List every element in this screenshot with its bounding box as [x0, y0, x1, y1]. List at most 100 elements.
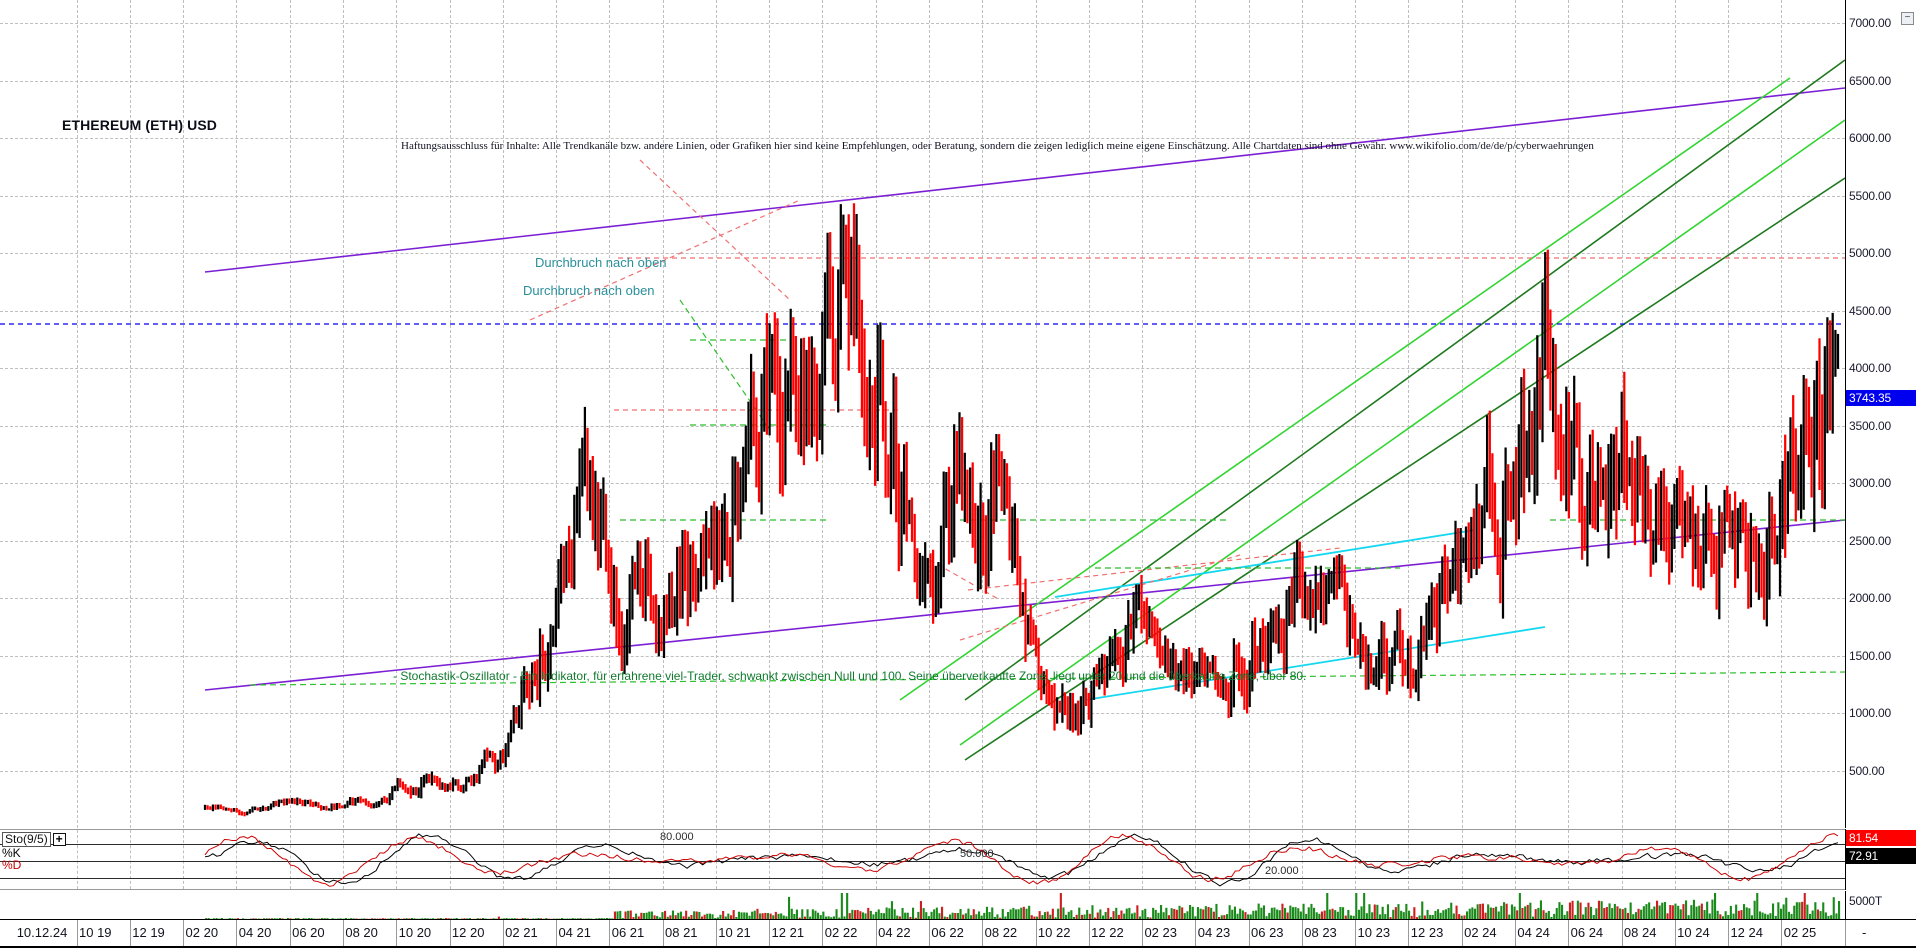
volume-bar: [1495, 906, 1498, 919]
gridline-horizontal: [0, 310, 1845, 312]
volume-bar: [1141, 910, 1144, 919]
volume-bar: [1555, 908, 1558, 919]
gridline-vertical: [609, 0, 611, 828]
volume-bar: [1434, 911, 1437, 919]
date-axis-tick: [1781, 920, 1783, 946]
volume-bar: [1402, 912, 1405, 919]
date-axis-label: 10 22: [1037, 925, 1071, 940]
gridline-vertical: [1248, 830, 1250, 889]
volume-bar: [1175, 909, 1178, 919]
volume-bar: [271, 918, 274, 919]
volume-bar: [1553, 913, 1556, 919]
gridline-vertical: [129, 830, 131, 889]
volume-bar: [1012, 907, 1015, 919]
volume-bar: [1102, 915, 1105, 919]
volume-bar: [993, 916, 996, 919]
gridline-vertical: [1461, 0, 1463, 828]
gridline-horizontal: [0, 713, 1845, 714]
volume-bar: [1748, 908, 1751, 919]
volume-bar: [540, 918, 543, 919]
stochastic-indicator-pane[interactable]: 80.000 50.000 20.000 Sto(9/5) + %K %D: [0, 829, 1845, 890]
volume-bar: [1592, 915, 1595, 919]
volume-bar: [492, 918, 495, 919]
volume-bar: [1737, 910, 1740, 919]
volume-bar: [1318, 913, 1321, 919]
gridline-horizontal: [0, 253, 1845, 254]
date-axis-label: 10 21: [718, 925, 751, 940]
gridline-vertical: [1035, 830, 1037, 889]
volume-bar: [1437, 909, 1440, 919]
volume-bar: [941, 906, 944, 919]
volume-bar: [1455, 905, 1458, 919]
indicator-name-label[interactable]: Sto(9/5): [2, 832, 51, 847]
volume-bar: [1750, 915, 1754, 919]
stochastic-k-line: [204, 833, 1839, 887]
volume-bar: [1255, 910, 1258, 919]
indicator-level-80: [0, 844, 1845, 845]
volume-bar: [1326, 893, 1329, 919]
volume-bar: [1397, 904, 1400, 919]
volume-bar: [759, 913, 762, 919]
volume-bar: [919, 901, 923, 919]
volume-bar: [914, 917, 917, 919]
price-chart-pane[interactable]: ETHEREUM (ETH) USD Haftungsausschluss fü…: [0, 0, 1845, 828]
volume-bar: [1109, 917, 1113, 919]
price-axis[interactable]: 7000.00 6500.00 6000.00 5500.00 5000.00 4500.…: [1845, 0, 1916, 828]
volume-pane[interactable]: [0, 891, 1845, 919]
indicator-legend[interactable]: Sto(9/5) + %K %D: [2, 832, 66, 872]
volume-bar: [1582, 914, 1585, 919]
date-axis-tick: [449, 920, 451, 946]
volume-bar: [1025, 908, 1028, 919]
volume-bar: [545, 918, 548, 919]
volume-bar: [748, 915, 751, 919]
date-axis-tick: [609, 920, 611, 946]
volume-bar: [1007, 912, 1010, 919]
gridline-vertical: [1728, 830, 1730, 889]
date-axis-label: 04 23: [1197, 925, 1231, 940]
date-axis-label: 06 22: [931, 925, 964, 940]
volume-bar: [1764, 913, 1767, 919]
volume-bar: [650, 911, 653, 919]
volume-bar: [1790, 913, 1793, 919]
volume-bar: [1619, 908, 1622, 919]
volume-bar: [1001, 909, 1004, 919]
date-axis[interactable]: 10.12.24 10 19 12 19 02 20 04 20 06 20 08 20 10…: [0, 919, 1916, 948]
volume-bar: [484, 918, 487, 919]
volume-bar: [1574, 914, 1577, 919]
volume-bar: [1297, 908, 1300, 919]
gridline-vertical: [1461, 830, 1463, 889]
date-axis-tick: [1088, 920, 1090, 946]
volume-bar: [1228, 905, 1231, 919]
price-plot-area[interactable]: ETHEREUM (ETH) USD Haftungsausschluss fü…: [0, 0, 1845, 828]
volume-bar: [537, 918, 540, 919]
gridline-vertical: [396, 0, 398, 828]
volume-bar: [687, 916, 690, 919]
volume-bar: [1352, 915, 1355, 919]
volume-bar: [737, 911, 741, 919]
volume-bar: [1505, 903, 1508, 919]
date-axis-separator: [1845, 920, 1846, 946]
volume-bar: [1838, 901, 1841, 919]
volume-bar: [830, 917, 833, 919]
indicator-series-k-label: %K: [2, 846, 21, 860]
gridline-vertical: [1248, 0, 1250, 828]
date-axis-label: 12 19: [132, 925, 165, 940]
volume-bar: [1384, 914, 1387, 919]
volume-bar: [790, 908, 793, 919]
gridline-vertical: [1142, 0, 1144, 828]
gridline-vertical: [129, 0, 131, 828]
volume-bar: [1196, 907, 1200, 919]
volume-bar: [1471, 907, 1474, 919]
expand-indicator-button[interactable]: +: [52, 833, 66, 846]
date-axis-label: 10.12.24: [16, 925, 68, 940]
date-axis-tick: [556, 920, 558, 946]
volume-bar: [880, 913, 883, 919]
volume-bar: [682, 916, 685, 919]
volume-bar: [1365, 913, 1368, 919]
date-axis-tick: [1568, 920, 1570, 946]
volume-bar: [1125, 908, 1128, 919]
volume-bar: [402, 918, 406, 919]
minimize-icon[interactable]: −: [1901, 12, 1914, 25]
volume-bar: [1830, 915, 1833, 919]
volume-bar: [1036, 916, 1039, 919]
